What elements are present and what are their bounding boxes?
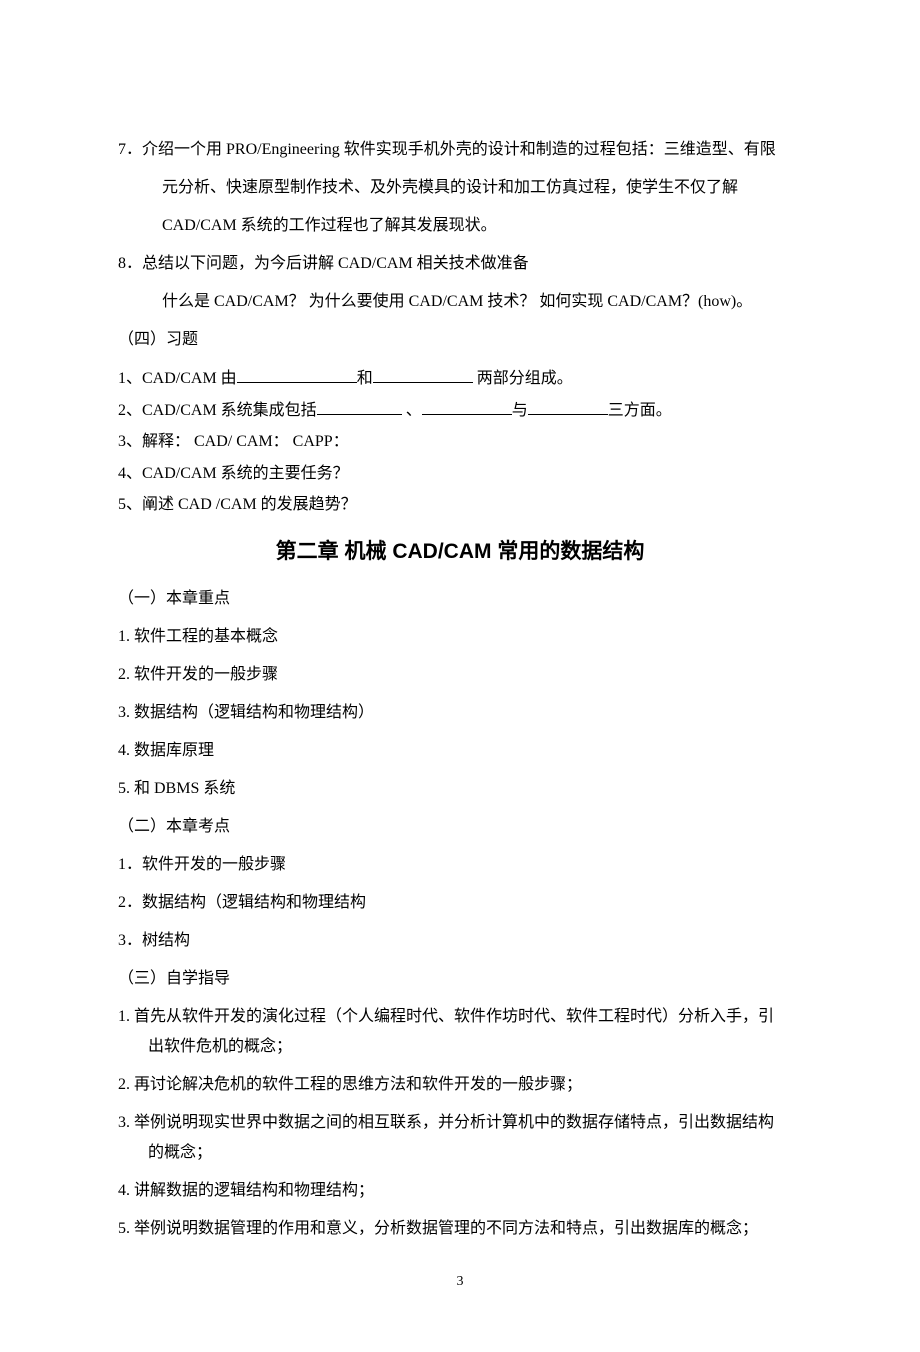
s3-item-1-line1: 1. 首先从软件开发的演化过程（个人编程时代、软件作坊时代、软件工程时代）分析入… — [118, 1005, 802, 1029]
q2-text-a: 2、CAD/CAM 系统集成包括 — [118, 402, 317, 419]
s3-item-1-line2: 出软件危机的概念； — [118, 1035, 802, 1059]
q2-blank-2 — [422, 399, 512, 415]
section-4-label: （四）习题 — [118, 328, 802, 352]
section-1-label: （一）本章重点 — [118, 587, 802, 611]
q2-blank-3 — [528, 399, 608, 415]
q1-blank-1 — [237, 367, 357, 383]
s1-item-5: 5. 和 DBMS 系统 — [118, 777, 802, 801]
q1-text-b: 和 — [357, 370, 373, 387]
s3-item-4: 4. 讲解数据的逻辑结构和物理结构； — [118, 1179, 802, 1203]
q2-text-d: 三方面。 — [608, 402, 672, 419]
section-2-label: （二）本章考点 — [118, 815, 802, 839]
s3-item-3-line2: 的概念； — [118, 1141, 802, 1165]
s3-item-3-line1: 3. 举例说明现实世界中数据之间的相互联系，并分析计算机中的数据存储特点，引出数… — [118, 1111, 802, 1135]
s3-item-5: 5. 举例说明数据管理的作用和意义，分析数据管理的不同方法和特点，引出数据库的概… — [118, 1217, 802, 1241]
q1-text-c: 两部分组成。 — [473, 370, 573, 387]
question-4: 4、CAD/CAM 系统的主要任务？ — [118, 461, 802, 487]
q2-blank-1 — [317, 399, 402, 415]
s1-item-3: 3. 数据结构（逻辑结构和物理结构） — [118, 701, 802, 725]
page-number: 3 — [118, 1271, 802, 1292]
question-3: 3、解释： CAD/ CAM： CAPP： — [118, 429, 802, 455]
paragraph-7-line2: 元分析、快速原型制作技术、及外壳模具的设计和加工仿真过程，使学生不仅了解 — [118, 176, 802, 200]
q2-text-c: 与 — [512, 402, 528, 419]
chapter-2-title: 第二章 机械 CAD/CAM 常用的数据结构 — [118, 536, 802, 568]
paragraph-7-line1: 7．介绍一个用 PRO/Engineering 软件实现手机外壳的设计和制造的过… — [118, 138, 802, 162]
s2-item-1: 1．软件开发的一般步骤 — [118, 853, 802, 877]
paragraph-7-line3: CAD/CAM 系统的工作过程也了解其发展现状。 — [118, 214, 802, 238]
q1-blank-2 — [373, 367, 473, 383]
question-2: 2、CAD/CAM 系统集成包括 、 与 三方面。 — [118, 398, 802, 424]
s1-item-2: 2. 软件开发的一般步骤 — [118, 663, 802, 687]
s2-item-3: 3．树结构 — [118, 929, 802, 953]
q1-text-a: 1、CAD/CAM 由 — [118, 370, 237, 387]
question-5: 5、阐述 CAD /CAM 的发展趋势？ — [118, 492, 802, 518]
s1-item-4: 4. 数据库原理 — [118, 739, 802, 763]
section-3-label: （三）自学指导 — [118, 967, 802, 991]
paragraph-8-line1: 8．总结以下问题，为今后讲解 CAD/CAM 相关技术做准备 — [118, 252, 802, 276]
question-1: 1、CAD/CAM 由 和 两部分组成。 — [118, 366, 802, 392]
paragraph-8-line2: 什么是 CAD/CAM？ 为什么要使用 CAD/CAM 技术？ 如何实现 CAD… — [118, 290, 802, 314]
s2-item-2: 2．数据结构（逻辑结构和物理结构 — [118, 891, 802, 915]
s3-item-2: 2. 再讨论解决危机的软件工程的思维方法和软件开发的一般步骤； — [118, 1073, 802, 1097]
s1-item-1: 1. 软件工程的基本概念 — [118, 625, 802, 649]
q2-text-b: 、 — [402, 402, 422, 419]
